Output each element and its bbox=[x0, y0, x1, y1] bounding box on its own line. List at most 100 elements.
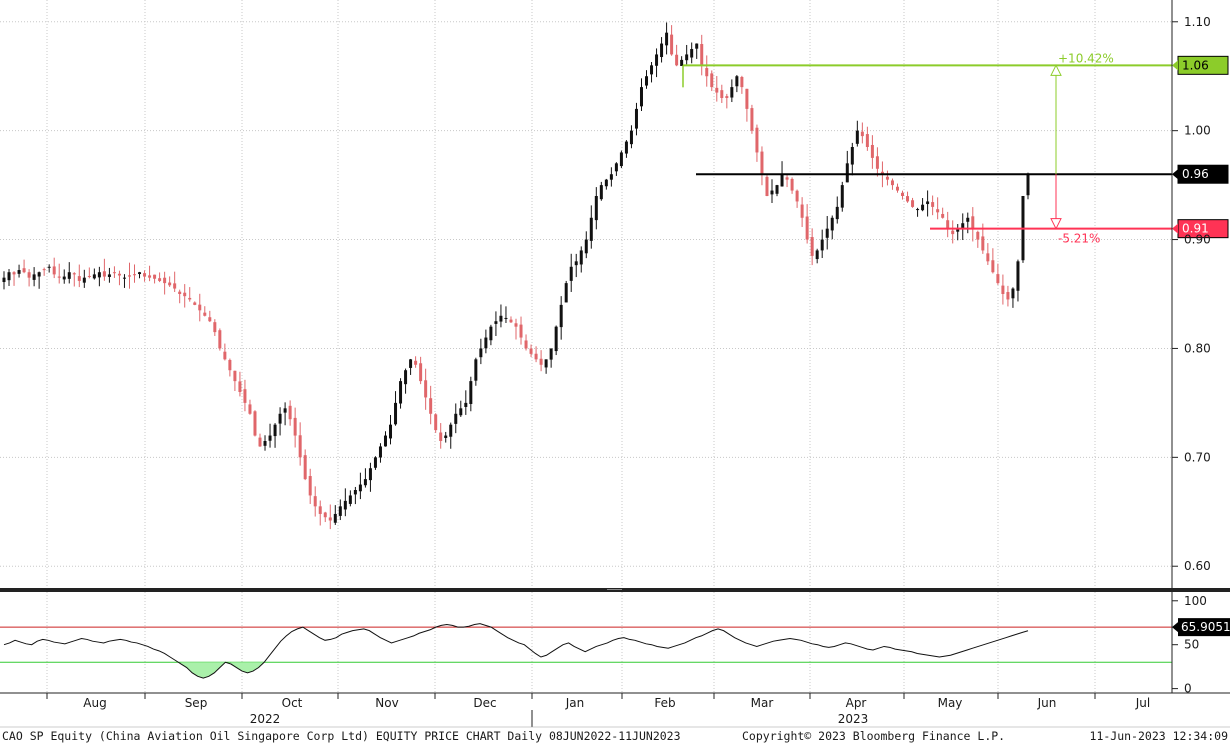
candle bbox=[1016, 259, 1020, 302]
candle-body bbox=[62, 276, 66, 280]
candle-body bbox=[509, 319, 513, 323]
candle-body bbox=[368, 468, 372, 481]
candle bbox=[333, 505, 337, 525]
candle-body bbox=[755, 127, 759, 153]
candle-body bbox=[976, 231, 980, 240]
candle bbox=[956, 224, 960, 241]
candle-body bbox=[645, 76, 649, 86]
candle bbox=[986, 243, 990, 265]
candle bbox=[263, 435, 267, 451]
candle bbox=[183, 284, 187, 308]
candle-body bbox=[313, 496, 317, 507]
candle-body bbox=[153, 274, 157, 279]
candle-body bbox=[2, 277, 6, 283]
candle-body bbox=[1006, 292, 1010, 300]
candle-body bbox=[82, 277, 86, 283]
footer-layer: CAO SP Equity (China Aviation Oil Singap… bbox=[2, 729, 1228, 743]
candle-body bbox=[283, 408, 287, 413]
rsi-value-pointer bbox=[1172, 622, 1178, 633]
candle-body bbox=[193, 302, 197, 305]
candle bbox=[112, 266, 116, 278]
candle-body bbox=[12, 272, 16, 275]
candle bbox=[198, 293, 202, 322]
candle-body bbox=[107, 274, 111, 277]
candle-body bbox=[268, 435, 272, 441]
candle-body bbox=[529, 348, 533, 354]
candle-body bbox=[469, 381, 473, 404]
candle bbox=[966, 212, 970, 234]
candle bbox=[228, 358, 232, 377]
candle-body bbox=[584, 239, 588, 254]
footer-copyright: Copyright© 2023 Bloomberg Finance L.P. bbox=[742, 729, 1005, 743]
candle bbox=[785, 174, 789, 188]
candle bbox=[675, 44, 679, 67]
candle bbox=[514, 318, 518, 340]
candle-body bbox=[986, 253, 990, 262]
candle-body bbox=[815, 250, 819, 260]
level-tag-pointer bbox=[1172, 169, 1178, 180]
candle bbox=[489, 324, 493, 346]
candle-body bbox=[609, 174, 613, 180]
candle bbox=[670, 25, 674, 56]
candle-body bbox=[97, 272, 101, 278]
candle-body bbox=[484, 337, 488, 349]
rsi-oversold-fill bbox=[181, 662, 265, 679]
candle bbox=[1001, 274, 1005, 305]
candle-body bbox=[825, 228, 829, 238]
candle bbox=[539, 350, 543, 372]
candle bbox=[459, 400, 463, 417]
candle-body bbox=[52, 266, 56, 275]
candle bbox=[730, 79, 734, 103]
candle bbox=[795, 189, 799, 208]
candle-body bbox=[449, 424, 453, 437]
candle-body bbox=[695, 43, 699, 49]
candle-body bbox=[1001, 285, 1005, 294]
candle-body bbox=[921, 204, 925, 211]
candle-body bbox=[148, 275, 152, 278]
upside-arrow-head bbox=[1050, 64, 1062, 76]
candle-body bbox=[735, 76, 739, 87]
x-month-label: Apr bbox=[846, 696, 867, 710]
candle-body bbox=[243, 389, 247, 403]
candle bbox=[168, 276, 172, 287]
candle bbox=[865, 126, 869, 151]
candle-body bbox=[961, 223, 965, 229]
candle bbox=[695, 43, 699, 59]
candle-body bbox=[634, 108, 638, 129]
candle-body bbox=[971, 216, 975, 229]
candle-body bbox=[710, 73, 714, 88]
candle-body bbox=[564, 283, 568, 303]
candle bbox=[62, 269, 66, 284]
x-month-label: Jun bbox=[1037, 696, 1057, 710]
candle-body bbox=[559, 304, 563, 328]
x-month-label: Dec bbox=[473, 696, 496, 710]
candle bbox=[700, 34, 704, 76]
candle-body bbox=[238, 381, 242, 392]
y-tick-label: 1.10 bbox=[1184, 15, 1211, 29]
candle-body bbox=[228, 359, 232, 371]
candle-body bbox=[966, 217, 970, 222]
candle bbox=[213, 319, 217, 336]
candle-body bbox=[203, 312, 207, 316]
candle bbox=[830, 215, 834, 240]
x-month-label: Feb bbox=[654, 696, 675, 710]
candle bbox=[353, 486, 357, 505]
candle bbox=[399, 378, 403, 409]
candle bbox=[534, 346, 538, 363]
candle-body bbox=[479, 348, 483, 358]
candle bbox=[991, 248, 995, 274]
candle-body bbox=[138, 272, 142, 275]
candle-body bbox=[213, 322, 217, 333]
candle-body bbox=[17, 270, 21, 274]
candle bbox=[238, 371, 242, 397]
candle bbox=[619, 150, 623, 168]
candle bbox=[464, 390, 468, 415]
candle-body bbox=[665, 32, 669, 46]
candle bbox=[444, 431, 448, 443]
candle-body bbox=[650, 65, 654, 75]
candle-body bbox=[685, 54, 689, 61]
axis-layer: 1.10 1.00 0.90 0.80 0.70 0.60 Aug Sep Oct Nov Dec J… bbox=[0, 0, 1230, 728]
candle-body bbox=[258, 437, 262, 447]
candle-body bbox=[133, 274, 137, 276]
candle bbox=[293, 407, 297, 448]
